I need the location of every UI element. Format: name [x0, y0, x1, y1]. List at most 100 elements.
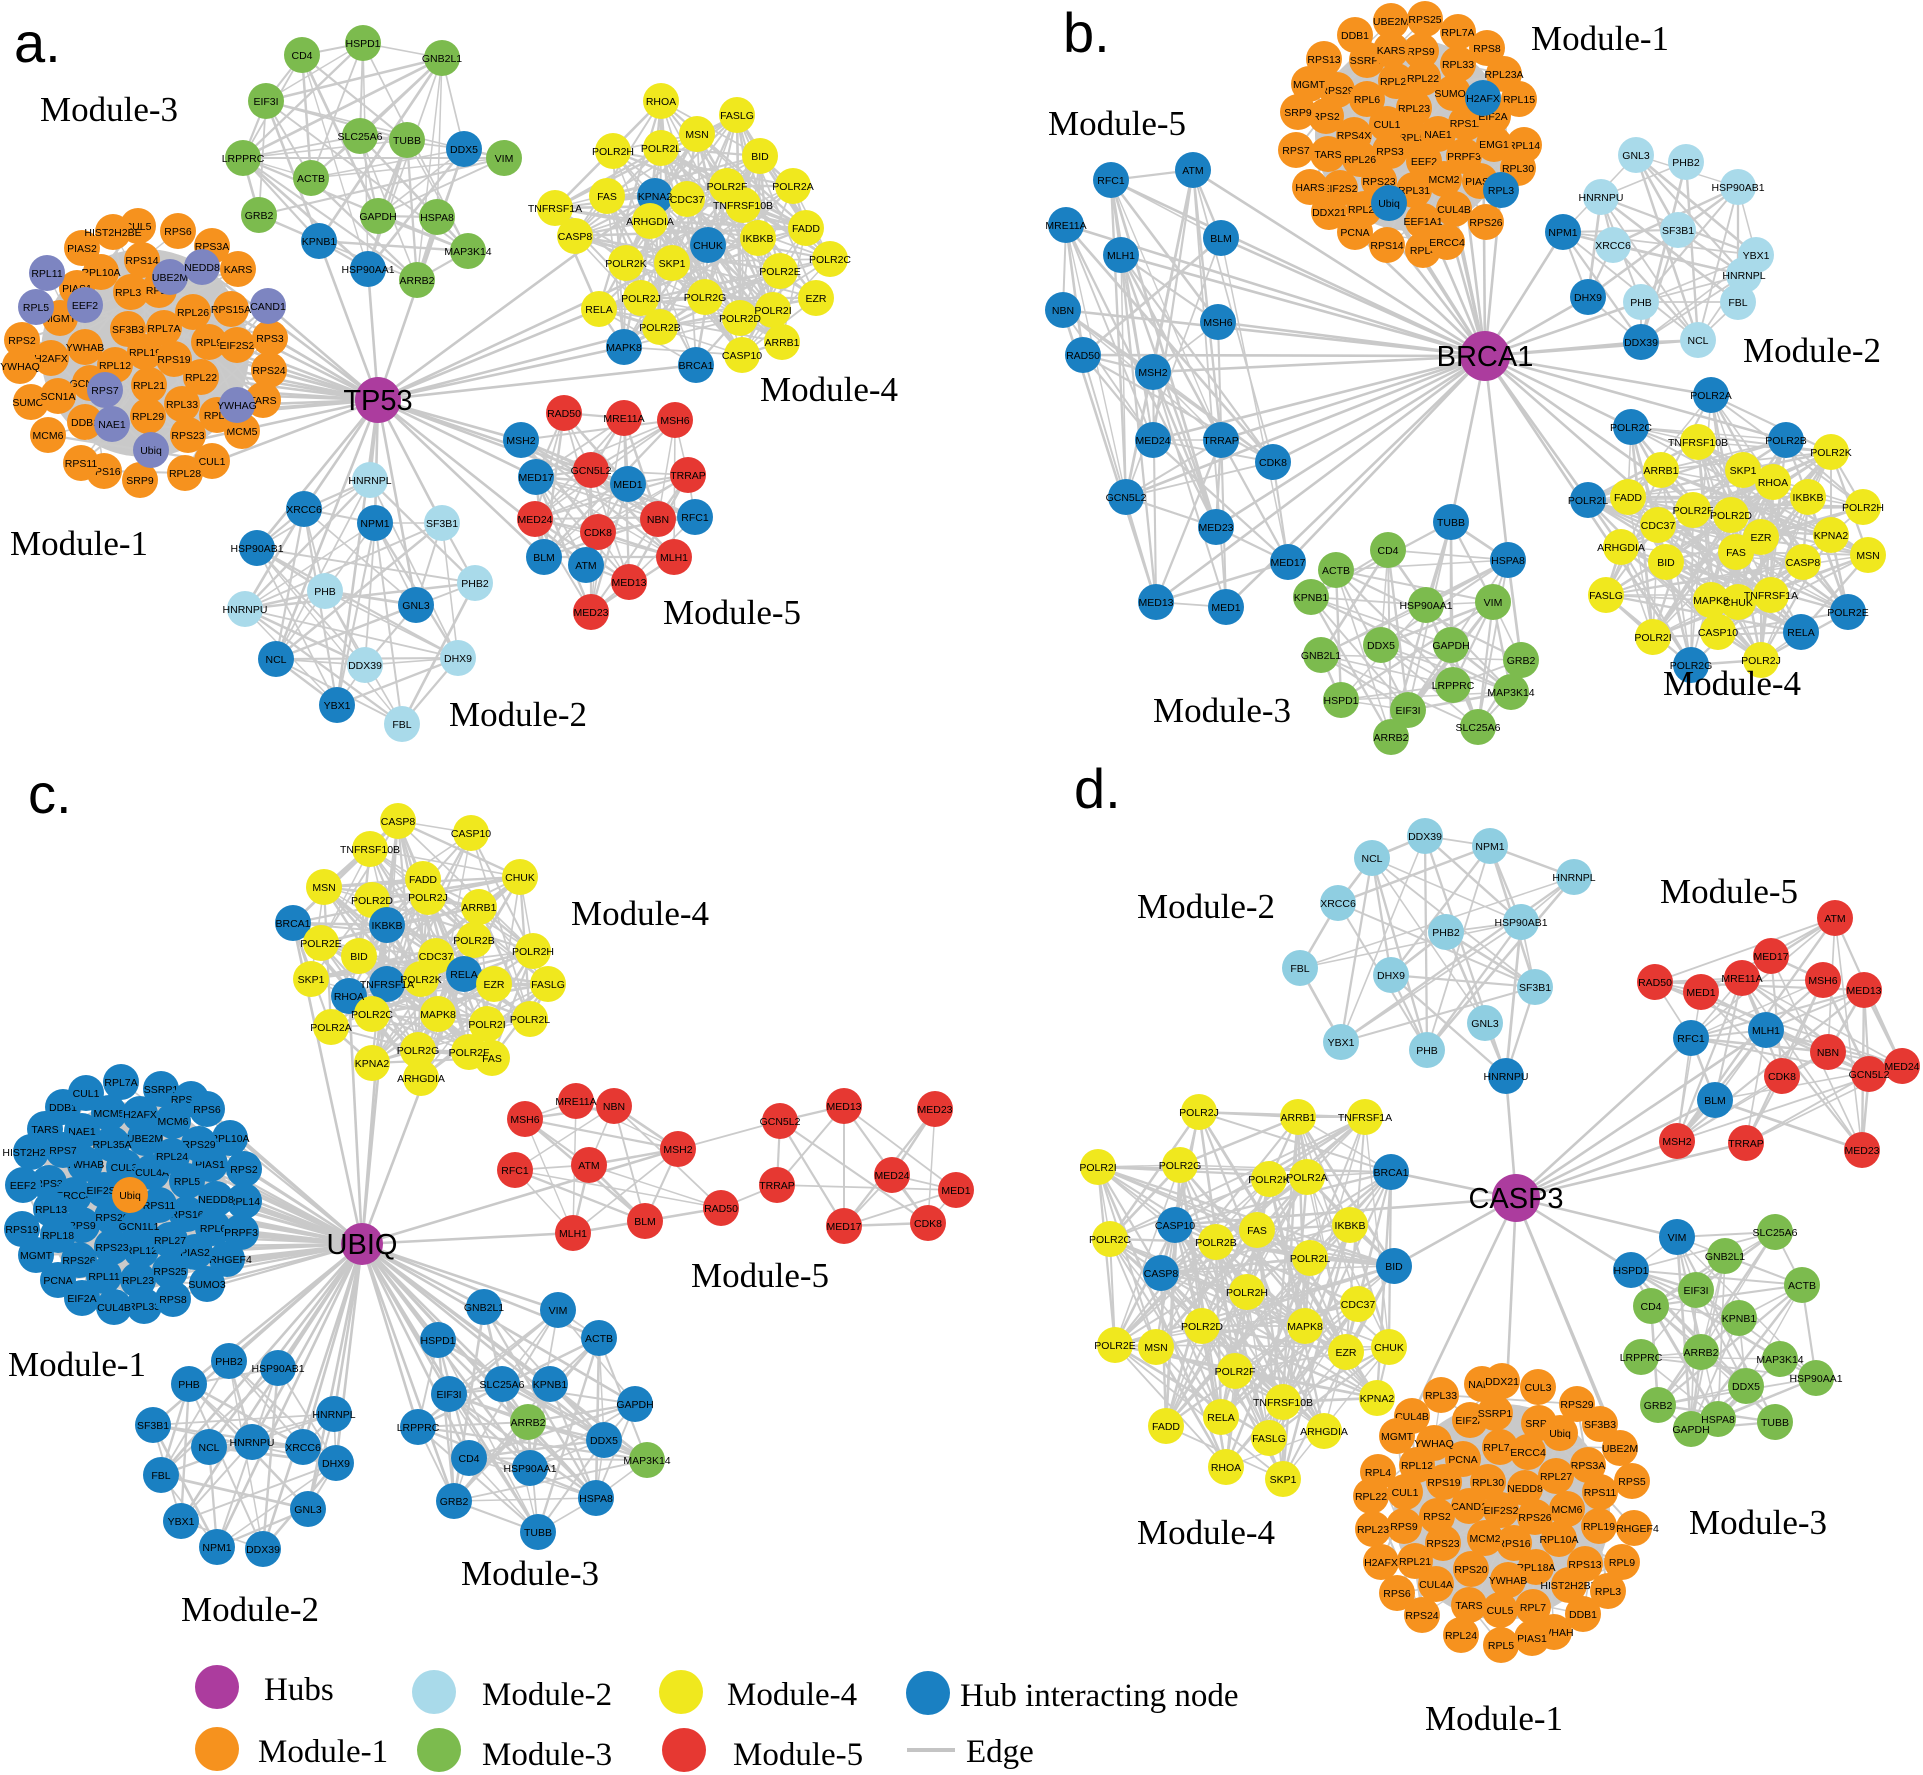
svg-text:YBX1: YBX1 [324, 700, 351, 712]
svg-text:SLC25A6: SLC25A6 [1753, 1227, 1798, 1239]
svg-text:FBL: FBL [392, 719, 411, 731]
svg-text:CDC37: CDC37 [1641, 520, 1676, 532]
svg-text:HSP90AB1: HSP90AB1 [1494, 917, 1547, 929]
svg-text:RPL34: RPL34 [115, 287, 147, 299]
svg-text:CD4: CD4 [291, 50, 312, 62]
svg-text:RFC1: RFC1 [681, 512, 709, 524]
svg-text:RPS14: RPS14 [125, 255, 158, 267]
svg-text:PCNA: PCNA [1448, 1454, 1477, 1466]
svg-text:MED1: MED1 [1211, 602, 1240, 614]
svg-text:MED1: MED1 [941, 1185, 970, 1197]
svg-text:ERCC4: ERCC4 [1510, 1447, 1546, 1459]
svg-text:RPL21: RPL21 [133, 380, 165, 392]
svg-text:RFC1: RFC1 [501, 1165, 529, 1177]
svg-text:RELA: RELA [1787, 627, 1814, 639]
svg-text:CASP8: CASP8 [381, 816, 416, 828]
svg-text:POLR2A: POLR2A [772, 181, 813, 193]
svg-text:Module-4: Module-4 [1137, 1513, 1275, 1552]
svg-text:RFC1: RFC1 [1677, 1033, 1705, 1045]
svg-text:CASP10: CASP10 [722, 350, 762, 362]
svg-text:RPS29: RPS29 [182, 1139, 215, 1151]
svg-text:Hub interacting node: Hub interacting node [960, 1678, 1239, 1714]
svg-text:CHUK: CHUK [1723, 597, 1753, 609]
svg-text:FBL: FBL [1728, 297, 1747, 309]
svg-text:ARHGEF4: ARHGEF4 [1609, 1523, 1659, 1535]
svg-text:EEF2: EEF2 [72, 300, 98, 312]
svg-text:RPL7A: RPL7A [1483, 1442, 1516, 1454]
svg-text:UBIQ: UBIQ [327, 1229, 398, 1261]
svg-text:UBE2M: UBE2M [1373, 16, 1409, 28]
svg-text:FAS: FAS [1247, 1225, 1267, 1237]
svg-text:VIM: VIM [549, 1305, 568, 1317]
svg-text:MRE11A: MRE11A [1721, 973, 1762, 985]
svg-text:TNFRSF10B: TNFRSF10B [713, 200, 773, 212]
svg-text:PIAS2: PIAS2 [180, 1247, 210, 1259]
svg-text:RPS23: RPS23 [95, 1242, 128, 1254]
svg-text:CDC37: CDC37 [419, 951, 454, 963]
svg-text:FADD: FADD [409, 874, 437, 886]
svg-text:POLR2H: POLR2H [1842, 502, 1884, 514]
svg-text:MED1: MED1 [613, 479, 642, 491]
svg-text:MRE11A: MRE11A [1045, 220, 1086, 232]
svg-text:DDX39: DDX39 [1624, 337, 1658, 349]
svg-text:RPS6: RPS6 [1383, 1588, 1411, 1600]
svg-text:HIST2H2BE: HIST2H2BE [84, 227, 141, 239]
svg-text:SUMO3: SUMO3 [188, 1279, 226, 1291]
svg-text:PCNA: PCNA [43, 1275, 72, 1287]
svg-text:DHX9: DHX9 [1574, 292, 1602, 304]
svg-text:POLR2L: POLR2L [1290, 1253, 1330, 1265]
svg-text:TRRAP: TRRAP [670, 470, 706, 482]
svg-text:b.: b. [1063, 1, 1110, 64]
svg-text:SUMO3: SUMO3 [1434, 88, 1472, 100]
svg-text:GNB2L1: GNB2L1 [1705, 1251, 1745, 1263]
svg-text:DDX5: DDX5 [1732, 1381, 1760, 1393]
svg-text:FADD: FADD [1152, 1421, 1180, 1433]
svg-text:HSPA8: HSPA8 [420, 212, 454, 224]
svg-text:BID: BID [751, 151, 769, 163]
svg-text:RPL33: RPL33 [166, 399, 198, 411]
svg-text:IKBKB: IKBKB [1335, 1220, 1366, 1232]
svg-text:RPS15A: RPS15A [211, 304, 251, 316]
svg-text:IKBKB: IKBKB [372, 920, 403, 932]
svg-text:POLR2G: POLR2G [1159, 1160, 1202, 1172]
svg-text:RPL30: RPL30 [1502, 163, 1534, 175]
svg-text:YWHAG: YWHAG [217, 400, 257, 412]
svg-text:CASP10: CASP10 [1155, 1220, 1195, 1232]
svg-text:LRPPRC: LRPPRC [397, 1422, 440, 1434]
svg-text:RPL12: RPL12 [1401, 1460, 1433, 1472]
svg-text:RPL24: RPL24 [156, 1151, 188, 1163]
svg-text:MAP3K14: MAP3K14 [1487, 687, 1534, 699]
svg-text:POLR2J: POLR2J [1741, 655, 1781, 667]
svg-text:RHOA: RHOA [1758, 477, 1788, 489]
svg-text:CASP10: CASP10 [1698, 627, 1738, 639]
svg-text:TARS: TARS [1455, 1600, 1482, 1612]
svg-text:FBL: FBL [1290, 963, 1309, 975]
svg-text:KARS: KARS [1377, 45, 1406, 57]
svg-text:RPL13: RPL13 [35, 1204, 67, 1216]
svg-text:MED23: MED23 [1198, 522, 1233, 534]
svg-text:CD4: CD4 [1377, 545, 1398, 557]
svg-text:FAS: FAS [1726, 547, 1746, 559]
svg-text:ARRB1: ARRB1 [461, 902, 496, 914]
svg-text:GNL3: GNL3 [1622, 150, 1650, 162]
svg-text:MSN: MSN [312, 882, 335, 894]
svg-text:EZR: EZR [1336, 1347, 1357, 1359]
svg-text:POLR2K: POLR2K [400, 974, 441, 986]
svg-text:XRCC6: XRCC6 [1595, 240, 1631, 252]
svg-text:MSN: MSN [1856, 550, 1879, 562]
svg-text:RHOA: RHOA [1211, 1462, 1241, 1474]
svg-text:MAPK8: MAPK8 [606, 342, 642, 354]
svg-text:RPL27: RPL27 [1380, 76, 1412, 88]
svg-text:HNRNPL: HNRNPL [1722, 270, 1765, 282]
svg-text:MSH6: MSH6 [1203, 317, 1232, 329]
svg-text:HSP90AB1: HSP90AB1 [1711, 182, 1764, 194]
svg-text:NBN: NBN [1052, 305, 1074, 317]
svg-text:FASLG: FASLG [531, 979, 565, 991]
svg-text:RPS25: RPS25 [1408, 14, 1441, 26]
svg-text:GNB2L1: GNB2L1 [464, 1302, 504, 1314]
svg-text:RPS20: RPS20 [1454, 1564, 1487, 1576]
svg-text:RPS11: RPS11 [1450, 118, 1483, 130]
svg-text:GRB2: GRB2 [245, 210, 274, 222]
svg-text:MED13: MED13 [1138, 597, 1173, 609]
svg-text:SSRP1: SSRP1 [1478, 1408, 1513, 1420]
